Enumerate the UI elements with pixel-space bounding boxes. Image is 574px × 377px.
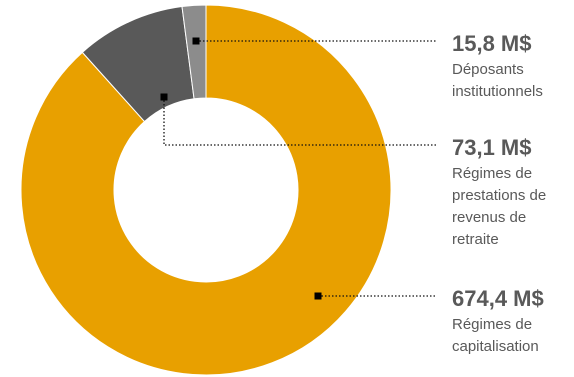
callout-label-2-0: Déposants — [452, 61, 524, 78]
callout-marker-1 — [160, 93, 168, 101]
callout-label-1-2: revenus de — [452, 209, 526, 226]
callout-label-1-3: retraite — [452, 231, 499, 248]
donut-slice-0 — [20, 4, 392, 376]
donut-slice-2 — [181, 4, 207, 100]
callout-label-0-0: Régimes de — [452, 316, 532, 333]
callout-label-1-0: Régimes de — [452, 165, 532, 182]
callout-marker-0 — [314, 292, 322, 300]
callout-value-1: 73,1 M$ — [452, 135, 532, 160]
callout-label-0-1: capitalisation — [452, 338, 539, 355]
callout-label-1-1: prestations de — [452, 187, 546, 204]
callout-value-0: 674,4 M$ — [452, 286, 544, 311]
callout-marker-2 — [192, 37, 200, 45]
callout-value-2: 15,8 M$ — [452, 31, 532, 56]
callout-label-2-1: institutionnels — [452, 83, 543, 100]
